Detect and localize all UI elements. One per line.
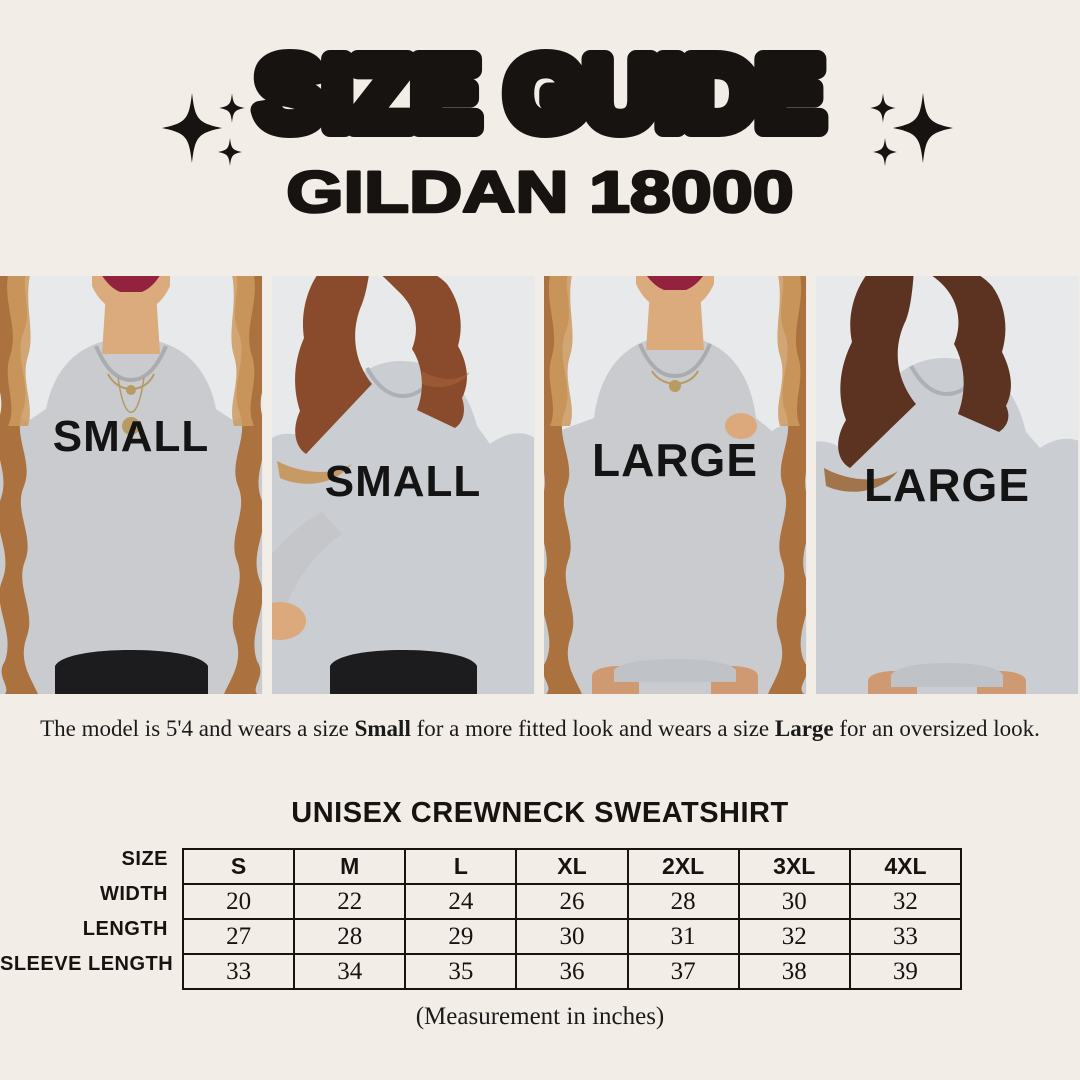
svg-text:LARGE: LARGE [592, 434, 758, 486]
svg-text:LARGE: LARGE [864, 459, 1030, 511]
svg-text:SMALL: SMALL [325, 457, 482, 506]
svg-text:GILDAN 18000: GILDAN 18000 [286, 160, 794, 225]
svg-text:SIZE GUIDE: SIZE GUIDE [257, 38, 824, 150]
svg-text:SMALL: SMALL [53, 412, 210, 461]
